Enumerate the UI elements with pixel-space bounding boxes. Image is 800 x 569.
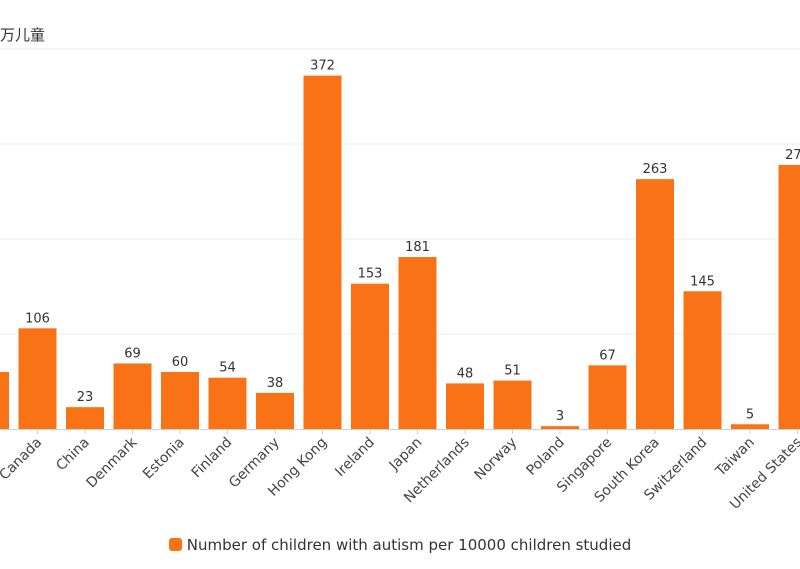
bar-united-states	[778, 164, 800, 429]
data-label: 5	[746, 407, 754, 422]
bar-hong-kong	[303, 75, 342, 429]
bar-china	[66, 407, 104, 429]
x-tick-label: Finland	[189, 435, 236, 482]
legend[interactable]: Number of children with autism per 10000…	[0, 536, 800, 554]
x-tick-label: Denmark	[84, 434, 141, 491]
bar-taiwan	[731, 424, 769, 429]
x-tick-label: China	[53, 435, 93, 475]
bar-germany	[256, 392, 294, 429]
data-label: 54	[219, 361, 236, 376]
bar-poland	[541, 426, 579, 429]
data-label: 23	[77, 390, 94, 405]
bar-brazil	[0, 372, 9, 429]
data-label: 48	[457, 366, 474, 381]
bar-ireland	[351, 283, 389, 429]
data-label: 51	[504, 364, 521, 379]
bar-norway	[493, 380, 532, 429]
bar-canada	[18, 328, 57, 429]
bar-singapore	[588, 365, 627, 429]
bar-denmark	[113, 363, 152, 429]
data-label: 69	[124, 346, 141, 361]
legend-swatch	[168, 538, 182, 551]
x-tick-label: Taiwan	[712, 435, 758, 481]
x-tick-label: Ireland	[332, 435, 378, 481]
bar-switzerland	[683, 291, 722, 429]
data-label: 153	[358, 267, 383, 282]
x-tick-label: Norway	[471, 435, 520, 484]
data-label: 38	[267, 376, 284, 391]
bar-netherlands	[446, 383, 484, 429]
data-label: 106	[25, 311, 50, 326]
x-tick-label: Poland	[523, 435, 567, 479]
data-label: 263	[643, 162, 668, 177]
bar-south-korea	[636, 179, 674, 429]
bar-finland	[208, 377, 247, 429]
data-label: 372	[310, 59, 335, 74]
x-tick-label: Japan	[386, 435, 426, 475]
data-label: 67	[599, 348, 616, 363]
data-label: 145	[690, 274, 715, 289]
data-label: 181	[405, 240, 430, 255]
data-label: 60	[172, 355, 189, 370]
x-tick-label: Canada	[0, 435, 45, 484]
bar-estonia	[161, 372, 199, 429]
data-label: 3	[556, 409, 564, 424]
x-tick-label: Estonia	[140, 435, 188, 483]
legend-label: Number of children with autism per 10000…	[186, 536, 632, 554]
data-label: 278	[785, 148, 800, 163]
bar-japan	[398, 257, 437, 429]
y-axis-label: 万儿童	[0, 26, 46, 44]
